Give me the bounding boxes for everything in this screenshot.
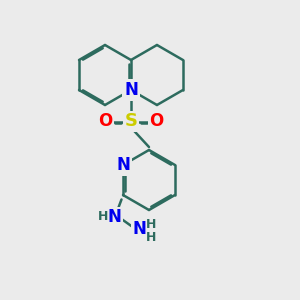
Text: N: N	[116, 156, 130, 174]
Text: O: O	[98, 112, 112, 130]
Text: N: N	[133, 220, 146, 238]
Text: H: H	[98, 209, 108, 223]
Text: O: O	[149, 112, 164, 130]
Text: N: N	[124, 81, 138, 99]
Text: N: N	[107, 208, 121, 226]
Text: S: S	[124, 112, 137, 130]
Text: H: H	[146, 218, 156, 231]
Text: H: H	[146, 231, 156, 244]
